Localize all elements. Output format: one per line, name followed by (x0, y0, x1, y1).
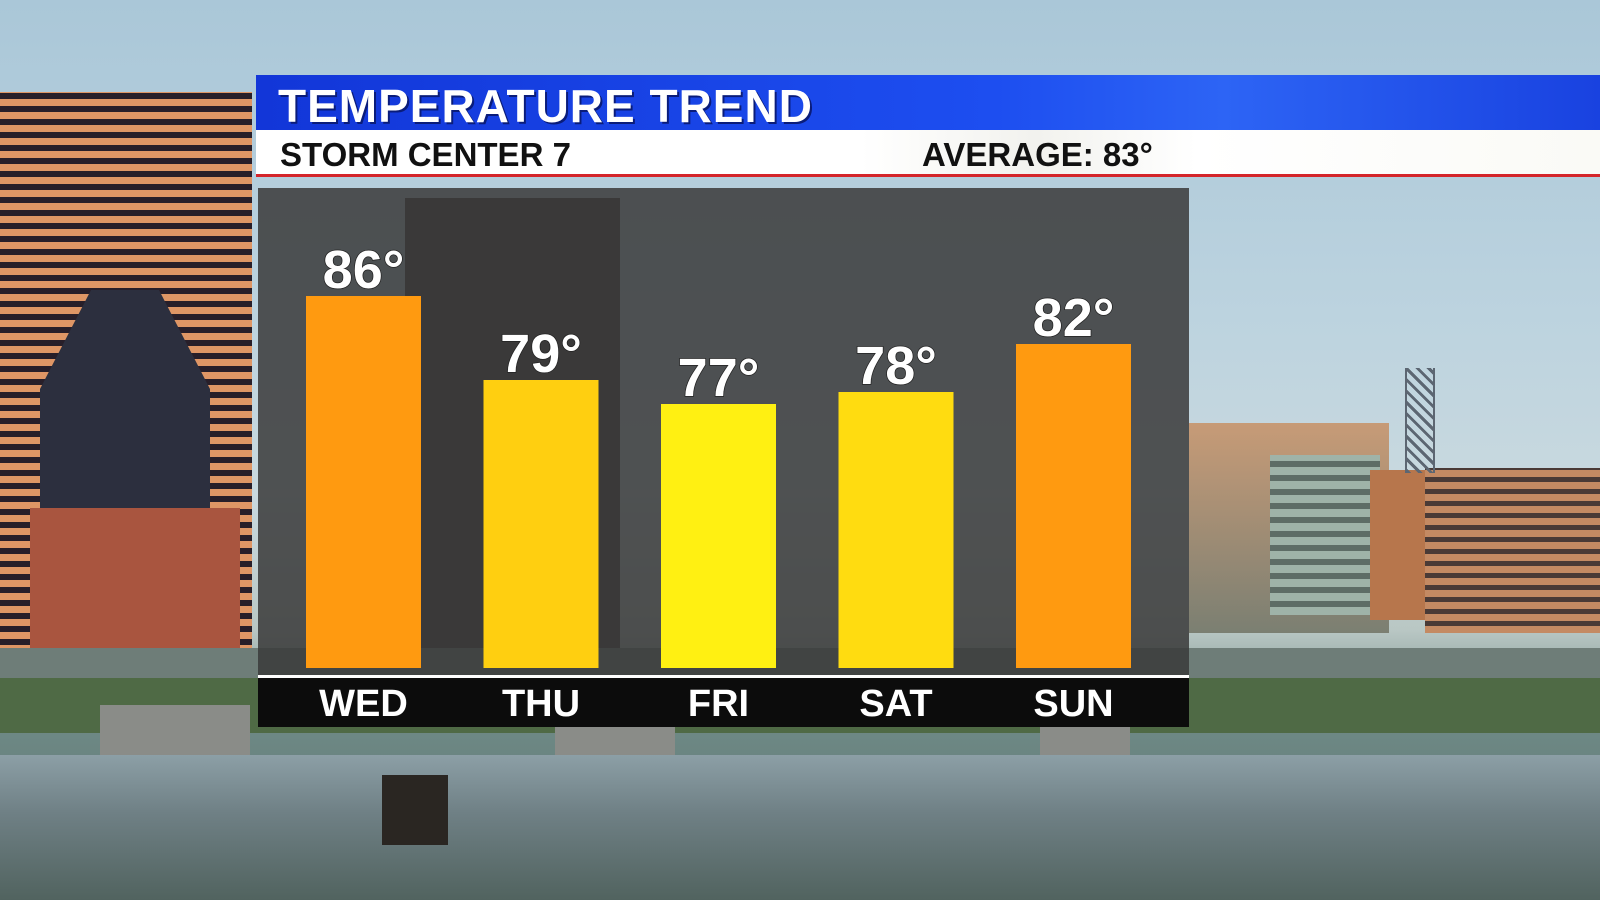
station-label: STORM CENTER 7 (280, 136, 571, 173)
subtitle-band: STORM CENTER 7 AVERAGE: 83° (256, 130, 1600, 177)
bar-wed (306, 296, 421, 668)
category-label-sun: SUN (1033, 683, 1113, 725)
average-label: AVERAGE: 83° (922, 136, 1153, 173)
category-label-fri: FRI (688, 683, 749, 725)
category-label-sat: SAT (859, 683, 932, 725)
bar-thu (483, 380, 599, 668)
value-label-wed: 86° (323, 240, 405, 300)
radio-tower (1405, 368, 1435, 473)
graphic-header: TEMPERATURE TREND STORM CENTER 7 AVERAGE… (256, 75, 1600, 177)
apartment-building (1425, 468, 1600, 633)
bar-sun (1016, 344, 1131, 668)
category-label-thu: THU (502, 683, 580, 725)
value-label-fri: 77° (678, 348, 760, 408)
office-building (1270, 455, 1380, 615)
value-label-sun: 82° (1033, 288, 1115, 348)
category-axis-strip (258, 675, 1189, 727)
title-band: TEMPERATURE TREND (256, 75, 1600, 132)
brick-building (30, 508, 240, 653)
value-label-sat: 78° (855, 336, 937, 396)
river-water (0, 755, 1600, 900)
brick-tower (1370, 470, 1430, 620)
river-pylon (382, 775, 448, 845)
bar-fri (661, 404, 776, 668)
value-label-thu: 79° (500, 324, 582, 384)
bar-sat (838, 392, 954, 668)
graphic-title: TEMPERATURE TREND (278, 80, 813, 132)
category-label-wed: WED (319, 683, 408, 725)
temperature-bar-chart: 86° WED 79° THU 77° FRI 78° SAT 82° SUN (306, 239, 1131, 725)
